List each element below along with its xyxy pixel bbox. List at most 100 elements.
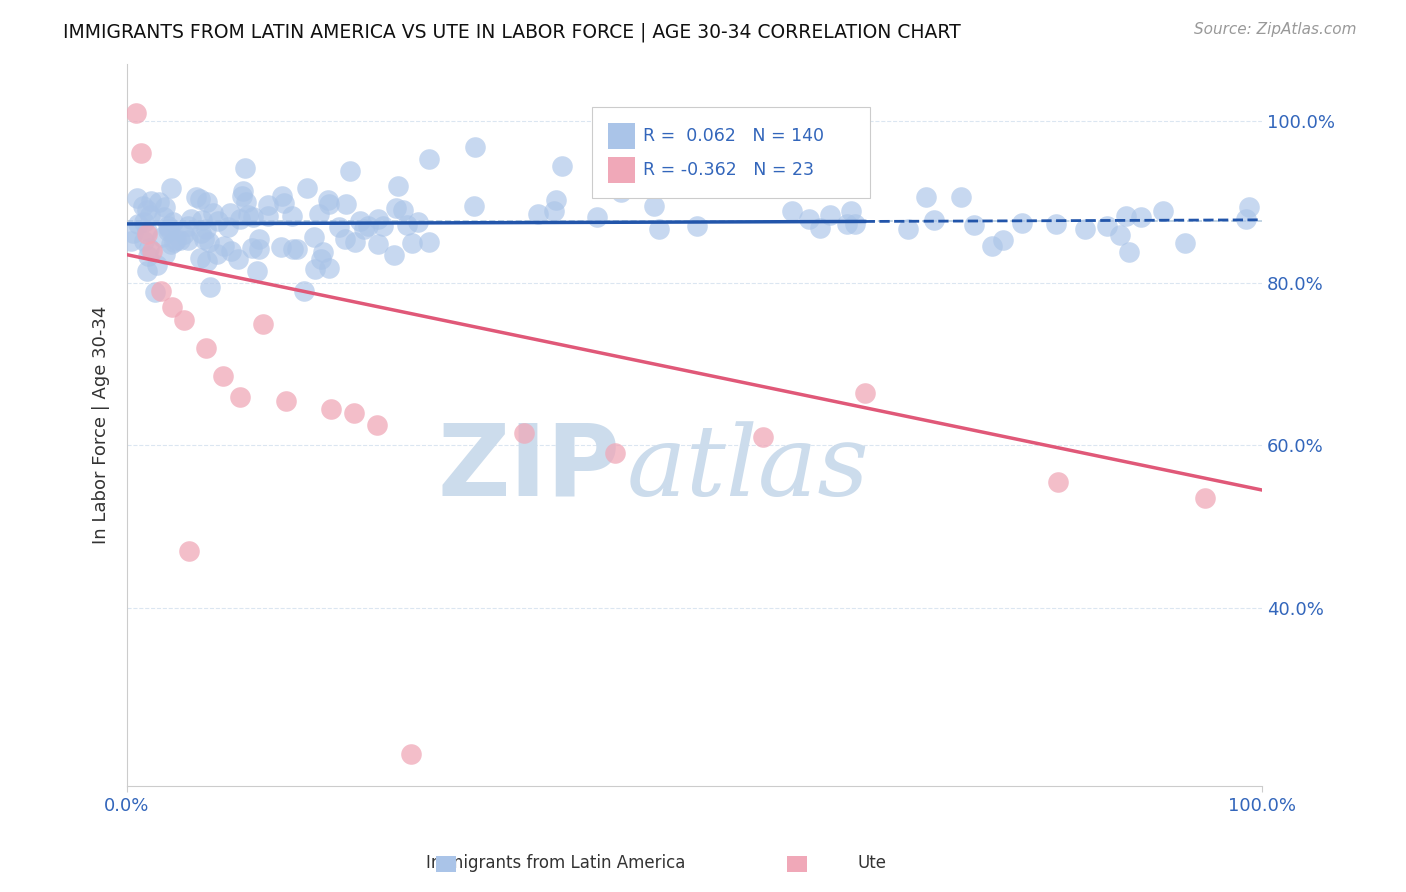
Point	[157, 219, 180, 233]
Point	[382, 248, 405, 262]
Point	[335, 232, 357, 246]
Point	[280, 210, 302, 224]
Point	[648, 222, 671, 236]
Point	[247, 232, 270, 246]
Point	[232, 184, 254, 198]
Text: R =  0.062   N = 140: R = 0.062 N = 140	[644, 127, 824, 145]
Point	[162, 301, 184, 315]
Point	[335, 197, 357, 211]
Point	[406, 214, 429, 228]
Point	[252, 317, 274, 331]
Point	[1045, 218, 1067, 232]
Point	[328, 220, 350, 235]
Point	[136, 249, 159, 263]
Point	[395, 218, 418, 232]
Point	[221, 244, 243, 258]
Point	[1011, 216, 1033, 230]
Point	[339, 164, 361, 178]
Point	[321, 401, 343, 416]
Point	[808, 221, 831, 235]
Point	[344, 235, 367, 249]
Point	[853, 385, 876, 400]
Point	[797, 212, 820, 227]
Point	[835, 218, 858, 232]
Point	[311, 245, 333, 260]
Point	[464, 140, 486, 154]
Point	[125, 105, 148, 120]
Point	[665, 167, 688, 181]
Point	[387, 179, 409, 194]
Point	[135, 263, 157, 277]
Point	[463, 199, 485, 213]
Point	[229, 211, 252, 226]
Point	[173, 227, 195, 241]
Point	[193, 232, 215, 246]
Point	[610, 185, 633, 199]
Point	[385, 201, 408, 215]
Point	[180, 211, 202, 226]
Point	[543, 203, 565, 218]
Point	[231, 188, 253, 202]
Point	[120, 235, 142, 249]
Point	[924, 213, 946, 227]
Point	[281, 242, 304, 256]
Point	[367, 212, 389, 227]
Point	[235, 161, 257, 175]
Point	[219, 206, 242, 220]
Point	[136, 202, 159, 217]
Point	[1115, 210, 1137, 224]
Point	[418, 152, 440, 166]
FancyBboxPatch shape	[592, 107, 870, 198]
Point	[217, 219, 239, 234]
Point	[270, 240, 292, 254]
Point	[177, 219, 200, 234]
Point	[246, 264, 269, 278]
Point	[401, 235, 423, 250]
Point	[179, 544, 201, 558]
Point	[157, 222, 180, 236]
Point	[176, 233, 198, 247]
Point	[897, 222, 920, 236]
Point	[134, 234, 156, 248]
Point	[343, 406, 366, 420]
Point	[191, 213, 214, 227]
Point	[353, 222, 375, 236]
Point	[1152, 204, 1174, 219]
Point	[173, 312, 195, 326]
Point	[207, 214, 229, 228]
Point	[195, 222, 218, 236]
Point	[526, 207, 548, 221]
Point	[226, 252, 249, 266]
Text: R = -0.362   N = 23: R = -0.362 N = 23	[644, 161, 814, 179]
Point	[150, 230, 173, 244]
Point	[155, 200, 177, 214]
Point	[156, 224, 179, 238]
Point	[818, 208, 841, 222]
Point	[304, 230, 326, 244]
Point	[544, 193, 567, 207]
Y-axis label: In Labor Force | Age 30-34: In Labor Force | Age 30-34	[93, 306, 110, 544]
Point	[165, 233, 187, 247]
Point	[212, 239, 235, 253]
Point	[285, 242, 308, 256]
Point	[201, 206, 224, 220]
Point	[399, 747, 422, 761]
Text: ZIP: ZIP	[437, 420, 620, 517]
Point	[1095, 219, 1118, 233]
Point	[1237, 200, 1260, 214]
Point	[169, 233, 191, 247]
Point	[274, 393, 297, 408]
Point	[366, 418, 388, 433]
Point	[134, 215, 156, 229]
Point	[195, 253, 218, 268]
Point	[138, 241, 160, 255]
Point	[297, 180, 319, 194]
FancyBboxPatch shape	[609, 122, 636, 149]
Point	[198, 279, 221, 293]
Point	[136, 224, 159, 238]
Point	[150, 284, 173, 298]
Point	[991, 233, 1014, 247]
Point	[212, 369, 235, 384]
Point	[981, 239, 1004, 253]
Point	[188, 251, 211, 265]
